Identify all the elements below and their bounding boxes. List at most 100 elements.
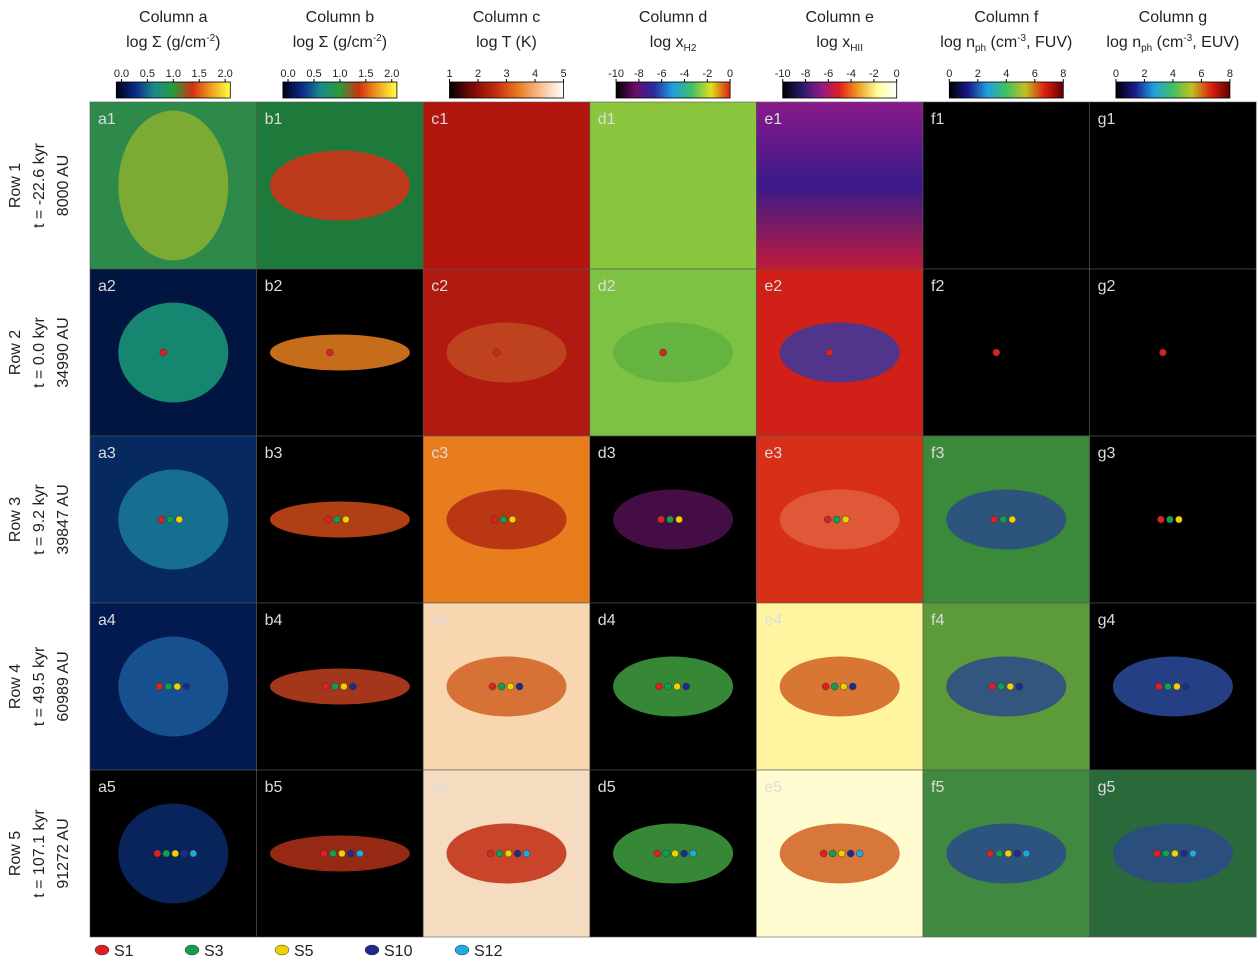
star-marker	[156, 683, 163, 690]
star-marker	[324, 516, 331, 523]
star-marker	[349, 683, 356, 690]
star-marker	[690, 850, 697, 857]
colorbar-tick-label: 8	[1060, 68, 1066, 80]
panel-label: c4	[431, 612, 448, 629]
star-marker	[1157, 516, 1164, 523]
quantity-part: (cm	[1152, 34, 1183, 51]
quantity-part: log Σ (g/cm	[293, 34, 373, 51]
star-marker	[824, 516, 831, 523]
star-marker	[523, 850, 530, 857]
panel-label: g3	[1098, 445, 1116, 462]
star-marker	[663, 850, 670, 857]
colorbar-tick-label: 2	[475, 68, 481, 80]
column-title: Column f	[974, 9, 1039, 26]
star-marker	[514, 850, 521, 857]
star-marker	[1023, 850, 1030, 857]
star-marker	[831, 683, 838, 690]
quantity-part: log Σ (g/cm	[126, 34, 206, 51]
column-quantity: log xHII	[816, 34, 863, 54]
legend-marker	[275, 945, 289, 955]
row-time: t = 0.0 kyr	[31, 316, 48, 387]
star-marker	[322, 683, 329, 690]
panel-label: g2	[1098, 278, 1116, 295]
row-label: Row 2	[7, 330, 24, 375]
star-marker	[509, 516, 516, 523]
star-marker	[1153, 850, 1160, 857]
star-marker	[329, 850, 336, 857]
star-marker	[1016, 683, 1023, 690]
colorbar-tick-label: -8	[634, 68, 644, 80]
panel-label: e3	[764, 445, 782, 462]
panel-label: b2	[265, 278, 283, 295]
star-marker	[165, 683, 172, 690]
star-marker	[683, 683, 690, 690]
star-marker	[840, 683, 847, 690]
quantity-part: log n	[1106, 34, 1141, 51]
star-marker	[1164, 683, 1171, 690]
star-marker	[183, 683, 190, 690]
panel-label: g1	[1098, 111, 1116, 128]
star-marker	[1007, 683, 1014, 690]
colorbar-tick-label: 1.0	[166, 68, 181, 80]
colorbar-tick-label: 4	[532, 68, 538, 80]
star-marker	[1159, 349, 1166, 356]
star-marker	[1173, 683, 1180, 690]
colorbar	[116, 82, 230, 98]
star-marker	[996, 850, 1003, 857]
colorbar-tick-label: 1.5	[192, 68, 207, 80]
star-marker	[856, 850, 863, 857]
star-marker	[500, 516, 507, 523]
star-marker	[658, 516, 665, 523]
panel-structure	[118, 303, 228, 403]
colorbar-tick-label: 1.5	[358, 68, 373, 80]
row-label: Row 4	[7, 664, 24, 709]
panel-label: f4	[931, 612, 944, 629]
column-quantity: log nph (cm-3, FUV)	[940, 33, 1072, 54]
star-marker	[993, 349, 1000, 356]
colorbar-tick-label: -6	[657, 68, 667, 80]
quantity-part: ph	[975, 43, 986, 54]
panel-label: d2	[598, 278, 616, 295]
colorbar	[1116, 82, 1230, 98]
row-size: 91272 AU	[55, 818, 72, 888]
colorbar	[283, 82, 397, 98]
star-marker	[1166, 516, 1173, 523]
colorbar-tick-label: -10	[608, 68, 624, 80]
quantity-part: (cm	[986, 34, 1017, 51]
colorbar-tick-label: 0	[1113, 68, 1119, 80]
star-marker	[838, 850, 845, 857]
panel-label: a5	[98, 779, 116, 796]
star-marker	[333, 516, 340, 523]
panel-label: f5	[931, 779, 944, 796]
star-marker	[493, 349, 500, 356]
panel-label: e1	[764, 111, 782, 128]
star-marker	[1155, 683, 1162, 690]
column-quantity: log Σ (g/cm-2)	[126, 33, 220, 51]
star-marker	[163, 850, 170, 857]
star-marker	[505, 850, 512, 857]
panel-structure	[447, 657, 567, 717]
panel-structure	[118, 637, 228, 737]
column-quantity: log T (K)	[476, 34, 537, 51]
panel-label: a4	[98, 612, 116, 629]
figure: Column alog Σ (g/cm-2)0.00.51.01.52.0Col…	[0, 0, 1260, 961]
legend-label: S1	[114, 943, 134, 960]
panel-structure	[118, 111, 228, 261]
quantity-part: )	[215, 34, 220, 51]
panel-label: c5	[431, 779, 448, 796]
panel-structure	[946, 657, 1066, 717]
panel-structure	[270, 151, 410, 221]
panel	[923, 269, 1090, 436]
star-marker	[987, 850, 994, 857]
star-marker	[347, 850, 354, 857]
star-marker	[829, 850, 836, 857]
panel-structure	[780, 323, 900, 383]
panel-label: c3	[431, 445, 448, 462]
star-marker	[190, 850, 197, 857]
panel-label: b3	[265, 445, 283, 462]
panel-label: g4	[1098, 612, 1116, 629]
colorbar-tick-label: 2	[975, 68, 981, 80]
panel-structure	[447, 323, 567, 383]
star-marker	[356, 850, 363, 857]
row-time: t = 49.5 kyr	[31, 646, 48, 726]
